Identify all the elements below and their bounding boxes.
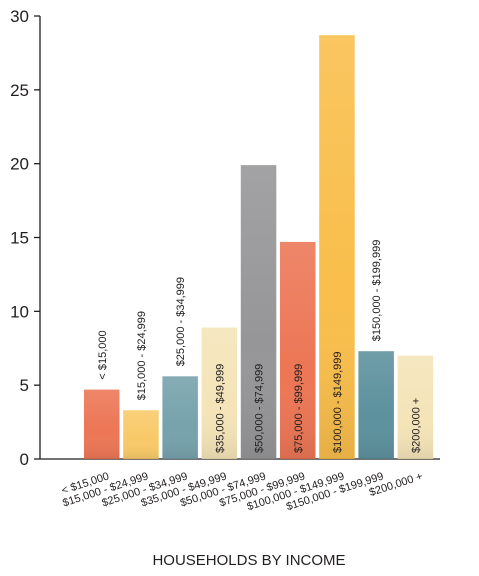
bar-texture — [162, 376, 198, 459]
y-tick-label: 15 — [10, 229, 29, 248]
y-tick-label: 30 — [10, 7, 29, 26]
bar-label: $50,000 - $74,999 — [254, 364, 266, 453]
bar-texture — [123, 410, 159, 459]
bar-label: $25,000 - $34,999 — [175, 277, 187, 366]
y-tick-label: 0 — [20, 450, 29, 469]
bar-texture — [240, 165, 277, 460]
y-tick-label: 25 — [10, 81, 29, 100]
y-tick-label: 5 — [20, 376, 29, 395]
x-axis-title: HOUSEHOLDS BY INCOME — [152, 552, 345, 569]
bar-label: $200,000 + — [410, 398, 422, 453]
bar-label: $35,000 - $49,999 — [214, 364, 226, 453]
bar-texture — [319, 35, 355, 460]
bar-label: < $15,000 — [97, 330, 109, 379]
y-tick-label: 20 — [10, 155, 29, 174]
y-tick-label: 10 — [10, 302, 29, 321]
bar-texture — [280, 241, 316, 459]
bar-label: $100,000 - $149,999 — [332, 351, 344, 453]
bar-texture — [358, 351, 394, 459]
bar-texture — [201, 327, 238, 459]
bars — [84, 35, 434, 460]
bar-label: $15,000 - $24,999 — [136, 311, 148, 400]
bar-label: $150,000 - $199,999 — [371, 240, 383, 342]
bar-texture — [397, 355, 434, 459]
bar-label: $75,000 - $99,999 — [293, 364, 305, 453]
bar-labels: < $15,000 $15,000 - $24,999 $25,000 - $34,… — [97, 240, 423, 453]
bar-texture — [84, 389, 120, 459]
x-tick-labels: < $15,000$15,000 - $24,999$25,000 - $34,… — [60, 470, 424, 513]
